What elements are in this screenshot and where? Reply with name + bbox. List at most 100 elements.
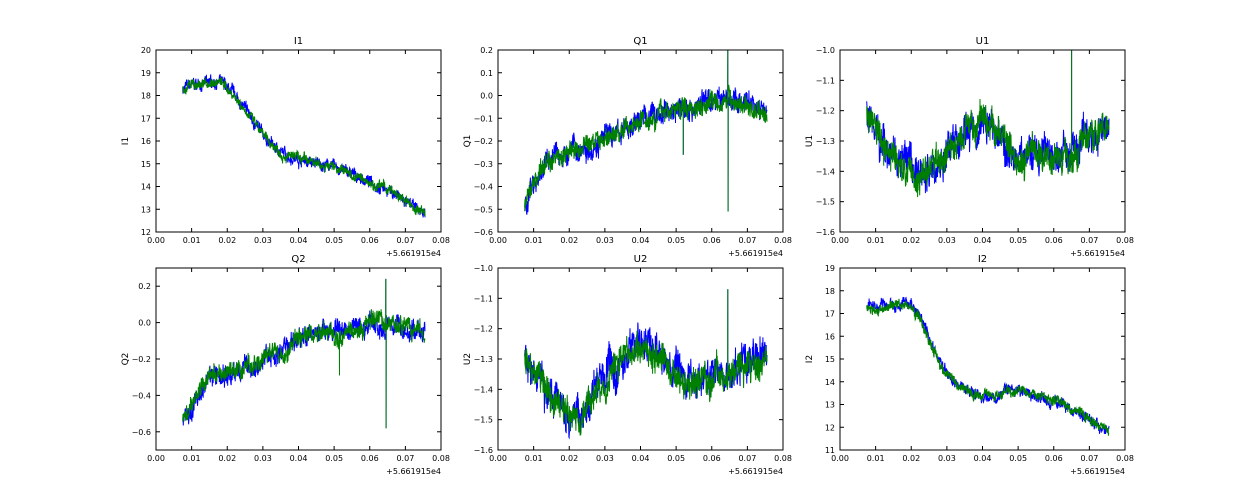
- y-tick-label: 15: [825, 355, 835, 364]
- series-line-2: [524, 289, 768, 436]
- x-tick-label: 0.03: [938, 236, 956, 245]
- y-tick-label: −1.3: [816, 137, 835, 146]
- x-tick-label: 0.01: [525, 236, 543, 245]
- x-tick-label: 0.05: [1009, 454, 1027, 463]
- series-line-2: [866, 298, 1110, 436]
- x-tick-label: 0.06: [703, 454, 721, 463]
- y-tick-label: 0.2: [138, 282, 151, 291]
- y-tick-label: −1.2: [474, 325, 493, 334]
- x-tick-label: 0.01: [183, 454, 201, 463]
- y-tick-label: −0.6: [474, 228, 493, 237]
- y-tick-label: −0.3: [474, 160, 493, 169]
- y-tick-label: 14: [825, 378, 835, 387]
- x-tick-label: 0.02: [560, 236, 578, 245]
- x-offset-label: +5.661915e4: [728, 467, 783, 476]
- subplot-q1: 0.00 0.01 0.02 0.03 0.04 0.05 0.06 0.07 0.08 +5.6…: [463, 36, 792, 258]
- y-tick-label: −1.4: [816, 167, 835, 176]
- y-tick-label: 0.0: [480, 92, 493, 101]
- x-tick-label: 0.00: [831, 236, 849, 245]
- x-tick-label: 0.02: [902, 454, 920, 463]
- y-tick-label: 0.0: [138, 319, 151, 328]
- y-tick-label: −1.1: [816, 76, 835, 85]
- y-tick-label: 16: [141, 137, 151, 146]
- x-tick-label: 0.05: [325, 236, 343, 245]
- series-line-1: [524, 289, 768, 440]
- series-line-1: [524, 50, 768, 215]
- x-tick-label: 0.08: [1116, 454, 1134, 463]
- y-tick-label: 0.2: [480, 46, 493, 55]
- x-tick-label: 0.00: [147, 454, 165, 463]
- x-tick-label: 0.03: [596, 454, 614, 463]
- y-tick-label: 13: [141, 205, 151, 214]
- x-tick-label: 0.06: [361, 236, 379, 245]
- subplot-u2: 0.00 0.01 0.02 0.03 0.04 0.05 0.06 0.07 0.08 +5.6…: [463, 254, 792, 476]
- x-tick-label: 0.06: [1045, 236, 1063, 245]
- x-tick-label: 0.07: [1080, 236, 1098, 245]
- x-offset-label: +5.661915e4: [386, 249, 441, 258]
- subplot-title: I1: [294, 36, 303, 47]
- axes-frame: [497, 49, 784, 233]
- x-tick-label: 0.08: [1116, 236, 1134, 245]
- x-tick-label: 0.06: [703, 236, 721, 245]
- y-tick-label: −0.5: [474, 205, 493, 214]
- y-tick-label: 20: [141, 46, 151, 55]
- series-line-1: [182, 278, 426, 429]
- subplot-title: I2: [978, 254, 987, 265]
- y-axis-label: I1: [121, 137, 131, 145]
- subplot-title: U2: [634, 254, 648, 265]
- x-offset-label: +5.661915e4: [1070, 467, 1125, 476]
- y-tick-label: 12: [825, 423, 835, 432]
- axes-frame: [155, 49, 442, 233]
- y-tick-label: −1.5: [816, 198, 835, 207]
- x-tick-label: 0.02: [218, 454, 236, 463]
- y-tick-label: 18: [141, 92, 151, 101]
- y-tick-label: −0.2: [132, 355, 151, 364]
- series-line-1: [182, 74, 426, 218]
- x-tick-label: 0.08: [774, 236, 792, 245]
- y-tick-label: 0.1: [480, 69, 493, 78]
- y-tick-label: 16: [825, 332, 835, 341]
- series-line-2: [182, 77, 426, 217]
- x-tick-label: 0.05: [667, 236, 685, 245]
- subplot-q2: 0.00 0.01 0.02 0.03 0.04 0.05 0.06 0.07 0.08 +5.6…: [121, 254, 450, 476]
- x-tick-label: 0.02: [218, 236, 236, 245]
- y-tick-label: −1.0: [816, 46, 835, 55]
- y-tick-label: 15: [141, 160, 151, 169]
- x-tick-label: 0.04: [632, 236, 650, 245]
- y-tick-label: −1.6: [474, 446, 493, 455]
- x-tick-label: 0.01: [867, 236, 885, 245]
- x-tick-label: 0.00: [147, 236, 165, 245]
- series-line-2: [524, 50, 768, 212]
- x-tick-label: 0.01: [183, 236, 201, 245]
- x-tick-label: 0.05: [667, 454, 685, 463]
- x-tick-label: 0.08: [774, 454, 792, 463]
- subplot-i1: 0.00 0.01 0.02 0.03 0.04 0.05 0.06 0.07 0.08 +5.6…: [121, 36, 450, 258]
- x-tick-label: 0.07: [738, 236, 756, 245]
- y-tick-label: 12: [141, 228, 151, 237]
- y-tick-label: 19: [825, 264, 835, 273]
- x-tick-label: 0.01: [525, 454, 543, 463]
- y-tick-label: 11: [825, 446, 835, 455]
- y-tick-label: −1.1: [474, 294, 493, 303]
- y-tick-label: 17: [825, 310, 835, 319]
- x-tick-label: 0.08: [432, 236, 450, 245]
- y-tick-label: 14: [141, 183, 151, 192]
- x-tick-label: 0.07: [1080, 454, 1098, 463]
- y-axis-label: Q1: [463, 135, 473, 148]
- y-tick-label: −1.3: [474, 355, 493, 364]
- x-tick-label: 0.03: [938, 454, 956, 463]
- subplot-u1: 0.00 0.01 0.02 0.03 0.04 0.05 0.06 0.07 0.08 +5.6…: [805, 36, 1134, 258]
- axes-frame: [155, 267, 442, 451]
- x-tick-label: 0.05: [325, 454, 343, 463]
- x-tick-label: 0.00: [489, 454, 507, 463]
- y-tick-label: −1.4: [474, 385, 493, 394]
- x-tick-label: 0.04: [290, 454, 308, 463]
- y-tick-label: −0.4: [474, 183, 493, 192]
- x-offset-label: +5.661915e4: [386, 467, 441, 476]
- x-tick-label: 0.03: [596, 236, 614, 245]
- y-axis-label: I2: [805, 355, 815, 363]
- y-tick-label: 19: [141, 69, 151, 78]
- subplot-i2: 0.00 0.01 0.02 0.03 0.04 0.05 0.06 0.07 0.08 +5.6…: [805, 254, 1134, 476]
- x-offset-label: +5.661915e4: [728, 249, 783, 258]
